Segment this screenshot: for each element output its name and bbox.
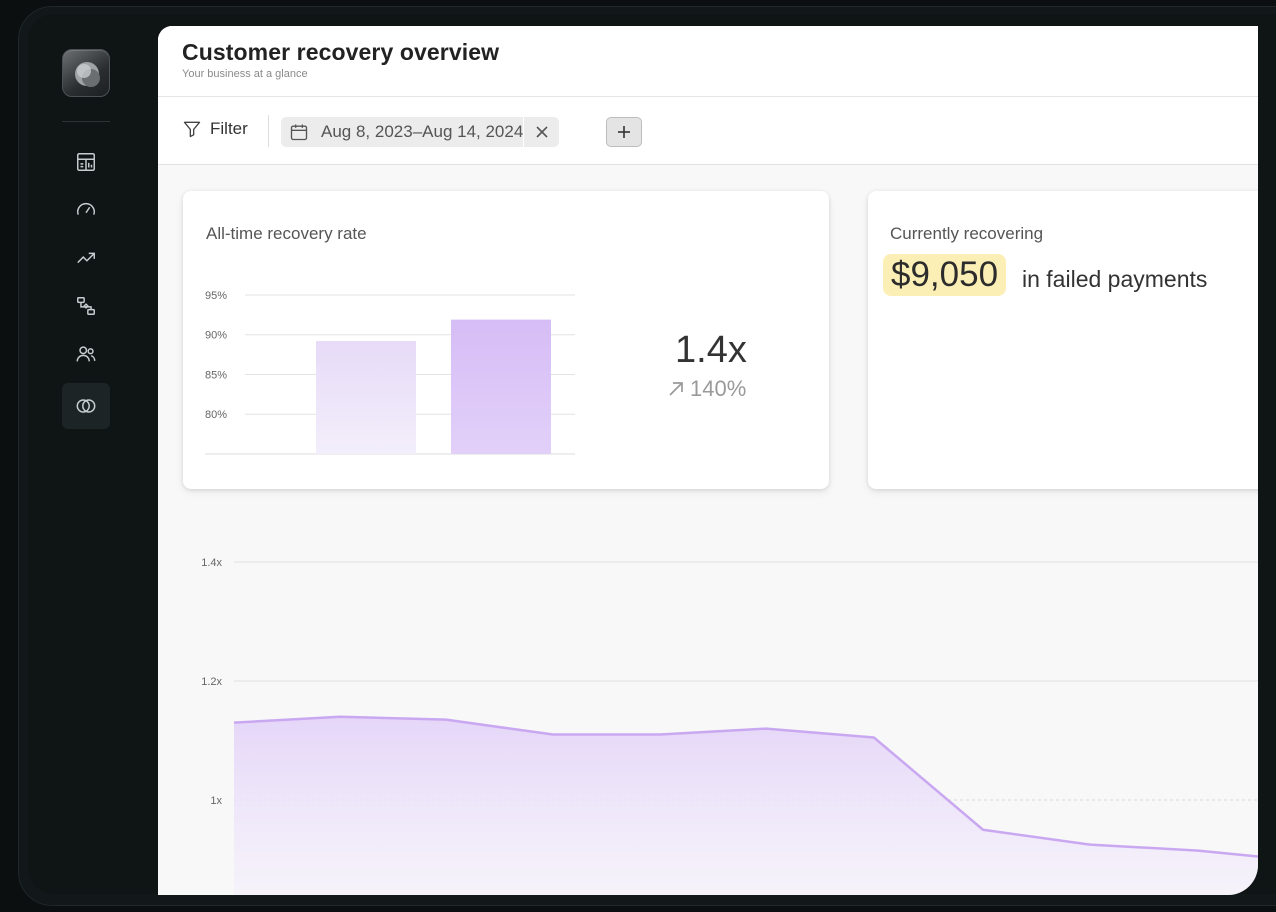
filter-icon (183, 121, 201, 138)
app-logo[interactable] (62, 49, 110, 97)
arrow-up-right-icon (669, 382, 683, 396)
clear-date-button[interactable] (523, 117, 559, 147)
sidebar (28, 14, 158, 894)
add-filter-button[interactable] (606, 117, 642, 147)
toolbar-divider (268, 115, 269, 147)
currently-recovering-card: Currently recovering $9,050 in failed pa… (868, 191, 1258, 489)
dashboard-icon (77, 153, 95, 171)
overlap-circles-icon (76, 399, 96, 413)
sidebar-item-customers[interactable] (62, 331, 110, 377)
filter-label: Filter (210, 119, 248, 138)
recovery-bar-chart: 95% 90% 85% 80% (205, 290, 575, 455)
users-icon (76, 346, 96, 362)
plus-icon (618, 126, 630, 138)
bar-ytick-label: 80% (205, 409, 227, 421)
filter-button[interactable]: Filter (182, 119, 248, 139)
page-title: Customer recovery overview (182, 39, 500, 65)
recovery-trend-chart: 1.4x 1.2x 1x (201, 557, 1258, 895)
recovery-rate-card: All-time recovery rate 95% 90% 85% 80% 1.4x… (183, 191, 829, 489)
sidebar-item-performance[interactable] (62, 187, 110, 233)
recovering-amount: $9,050 (883, 254, 1007, 296)
gauge-icon (77, 202, 95, 215)
sidebar-item-recovery[interactable] (62, 383, 110, 429)
close-icon (535, 126, 548, 138)
workflow-icon (77, 297, 95, 315)
sidebar-item-workflows[interactable] (62, 283, 110, 329)
calendar-icon (289, 122, 309, 142)
sidebar-divider (62, 121, 110, 122)
recovery-change-value: 140% (690, 376, 747, 401)
trend-ytick-label: 1.4x (201, 557, 222, 569)
bar-ytick-label: 85% (205, 369, 227, 381)
trend-ytick-label: 1x (210, 795, 222, 807)
bar-ytick-label: 90% (205, 330, 227, 342)
date-range-value: Aug 8, 2023–Aug 14, 2024 (321, 122, 524, 141)
recovering-suffix: in failed payments (1022, 266, 1208, 292)
filter-toolbar: Filter Aug 8, 2023–Aug 14, 2024 (158, 97, 1258, 165)
recovery-change: 140% (666, 376, 746, 402)
bar-before (316, 341, 416, 454)
page-subtitle: Your business at a glance (182, 68, 308, 80)
trend-area (234, 716, 1258, 895)
sidebar-item-dashboard[interactable] (62, 139, 110, 185)
page-header: Customer recovery overview Your business… (158, 26, 1258, 97)
trending-up-icon (77, 252, 95, 264)
recovery-rate-title: All-time recovery rate (206, 224, 367, 243)
logo-icon (75, 62, 100, 87)
bar-after (451, 319, 551, 454)
date-range-chip[interactable]: Aug 8, 2023–Aug 14, 2024 (281, 117, 559, 147)
bar-ytick-label: 95% (205, 290, 227, 302)
recovery-ratio: 1.4x (675, 329, 747, 371)
sidebar-item-trends[interactable] (62, 235, 110, 281)
trend-ytick-label: 1.2x (201, 676, 222, 688)
main-panel: Customer recovery overview Your business… (158, 26, 1258, 895)
currently-recovering-title: Currently recovering (890, 224, 1044, 243)
